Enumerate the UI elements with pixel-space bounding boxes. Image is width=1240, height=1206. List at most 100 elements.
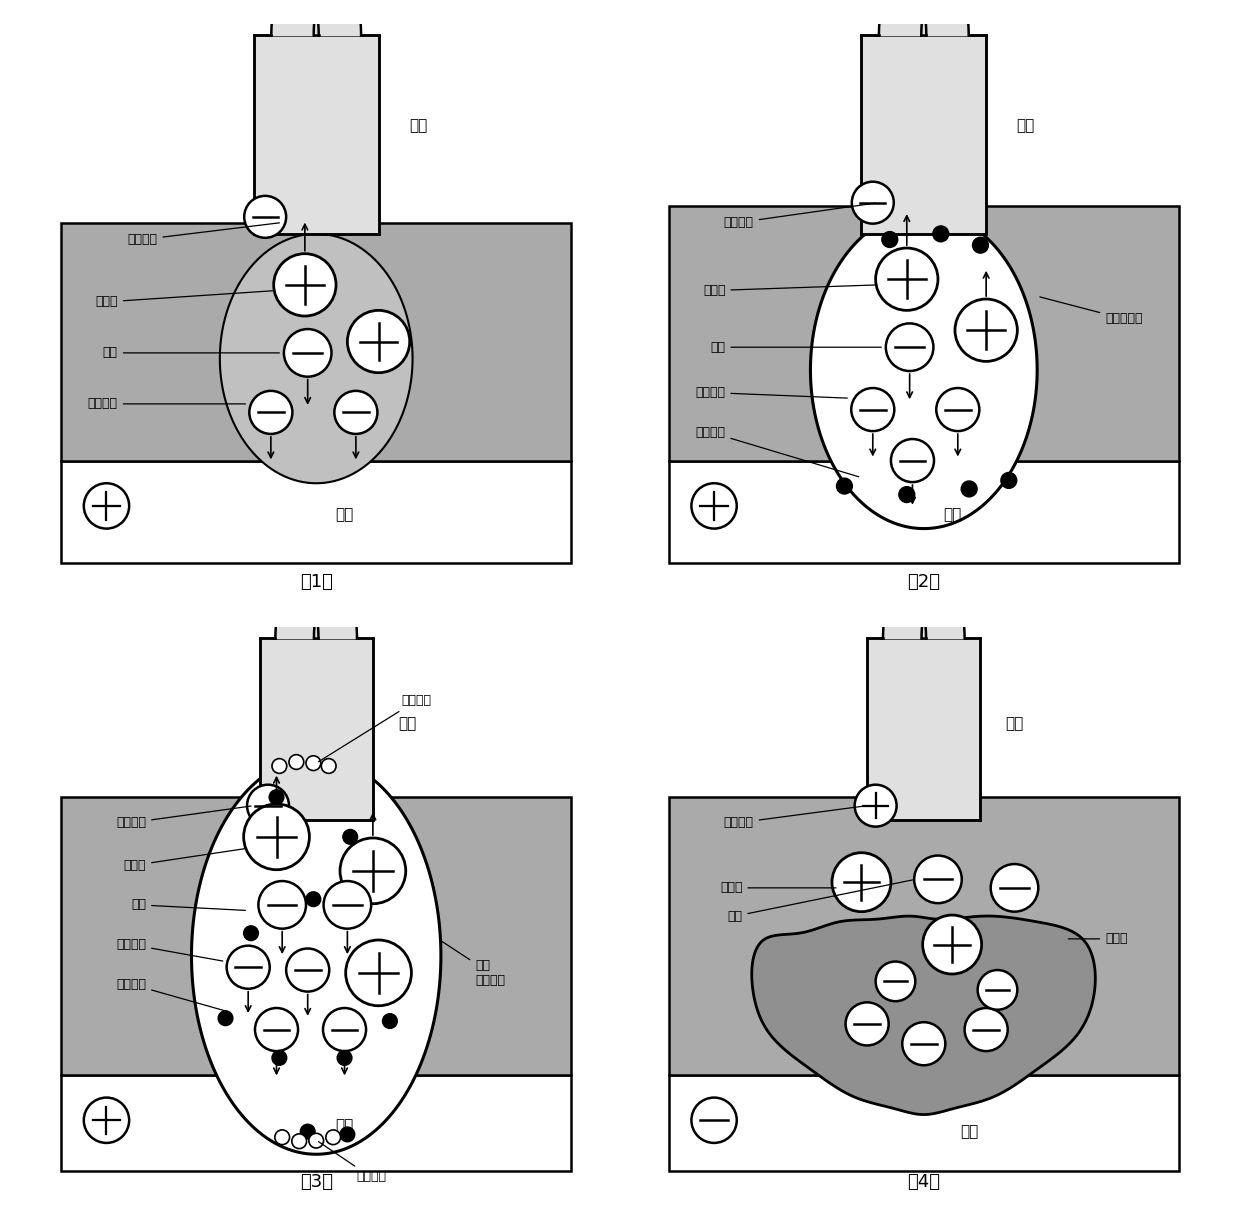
Circle shape: [218, 1011, 233, 1025]
Circle shape: [899, 487, 915, 503]
Circle shape: [247, 785, 289, 826]
Text: （3）: （3）: [300, 1173, 332, 1192]
Circle shape: [340, 838, 405, 903]
Circle shape: [346, 939, 412, 1006]
Circle shape: [851, 388, 894, 431]
Text: 正离子: 正离子: [95, 291, 274, 309]
Circle shape: [258, 882, 306, 929]
Text: 正离子: 正离子: [703, 285, 875, 297]
Text: 电极: 电极: [1017, 118, 1035, 134]
Text: 等离子体: 等离子体: [696, 386, 847, 399]
Circle shape: [322, 1008, 366, 1052]
Circle shape: [326, 1130, 341, 1144]
Text: （4）: （4）: [908, 1173, 940, 1192]
Circle shape: [837, 478, 852, 494]
Polygon shape: [61, 1075, 572, 1171]
Text: 工件: 工件: [942, 507, 961, 522]
Circle shape: [272, 759, 286, 773]
Circle shape: [890, 439, 934, 482]
Text: 电极: 电极: [409, 118, 428, 134]
Circle shape: [932, 226, 949, 241]
Text: 再凝固层: 再凝固层: [319, 1142, 386, 1183]
Polygon shape: [191, 757, 441, 1154]
Circle shape: [882, 232, 898, 247]
Text: 电子: 电子: [131, 898, 246, 912]
Circle shape: [269, 790, 284, 804]
Text: 工件: 工件: [335, 1118, 353, 1134]
Text: 电极: 电极: [1006, 716, 1023, 731]
Circle shape: [306, 756, 321, 771]
Polygon shape: [668, 461, 1179, 562]
Text: 电子: 电子: [711, 341, 882, 353]
Circle shape: [961, 481, 977, 497]
Circle shape: [227, 946, 270, 989]
Circle shape: [972, 238, 988, 253]
Text: 正离子: 正离子: [720, 882, 836, 895]
Text: 放电通道: 放电通道: [117, 938, 223, 961]
Polygon shape: [811, 211, 1037, 528]
Polygon shape: [61, 222, 572, 461]
Circle shape: [885, 323, 934, 371]
Polygon shape: [61, 461, 572, 562]
Polygon shape: [921, 581, 965, 638]
Circle shape: [903, 1023, 945, 1065]
Circle shape: [324, 882, 371, 929]
Circle shape: [243, 804, 310, 870]
Circle shape: [306, 891, 321, 907]
Text: 正离子: 正离子: [124, 849, 246, 872]
Text: 极间介质: 极间介质: [724, 806, 864, 830]
Circle shape: [275, 1130, 290, 1144]
Polygon shape: [259, 638, 373, 820]
Circle shape: [340, 1128, 355, 1142]
Circle shape: [337, 1050, 352, 1065]
Polygon shape: [668, 797, 1179, 1075]
Text: 蚀除产物: 蚀除产物: [696, 426, 859, 476]
Circle shape: [321, 759, 336, 773]
Circle shape: [977, 970, 1017, 1009]
Circle shape: [286, 948, 330, 991]
Circle shape: [936, 388, 980, 431]
Circle shape: [291, 1134, 306, 1148]
Polygon shape: [668, 1075, 1179, 1171]
Text: 气化
蚀除产物: 气化 蚀除产物: [440, 941, 505, 987]
Text: 工件: 工件: [960, 1124, 978, 1140]
Polygon shape: [879, 0, 926, 35]
Circle shape: [342, 830, 357, 844]
Circle shape: [309, 1134, 324, 1148]
Circle shape: [244, 195, 286, 238]
Circle shape: [347, 310, 409, 373]
Text: 电子: 电子: [728, 880, 913, 923]
Circle shape: [692, 484, 737, 528]
Circle shape: [914, 855, 962, 903]
Circle shape: [243, 926, 258, 941]
Polygon shape: [219, 234, 413, 484]
Circle shape: [255, 1008, 298, 1052]
Text: 极间介质: 极间介质: [128, 223, 279, 246]
Circle shape: [272, 1050, 286, 1065]
Circle shape: [1001, 473, 1017, 488]
Text: 电极: 电极: [398, 716, 415, 731]
Circle shape: [846, 1002, 889, 1046]
Text: 蚀除产物: 蚀除产物: [117, 978, 228, 1012]
Polygon shape: [751, 917, 1095, 1114]
Text: 极间介质: 极间介质: [117, 806, 250, 830]
Polygon shape: [61, 797, 572, 1075]
Text: （1）: （1）: [300, 573, 332, 591]
Text: 蚀除坑: 蚀除坑: [1069, 932, 1127, 946]
Text: 工件: 工件: [335, 507, 353, 522]
Circle shape: [875, 248, 937, 310]
Polygon shape: [314, 581, 357, 638]
Text: 极间介质: 极间介质: [724, 203, 875, 229]
Circle shape: [965, 1008, 1008, 1052]
Circle shape: [692, 1097, 737, 1143]
Circle shape: [289, 755, 304, 769]
Polygon shape: [921, 0, 968, 35]
Circle shape: [300, 1124, 315, 1138]
Text: （2）: （2）: [908, 573, 940, 591]
Text: 电子: 电子: [103, 346, 279, 359]
Circle shape: [852, 182, 894, 223]
Circle shape: [249, 391, 293, 434]
Polygon shape: [254, 35, 378, 234]
Circle shape: [854, 785, 897, 826]
Circle shape: [284, 329, 331, 376]
